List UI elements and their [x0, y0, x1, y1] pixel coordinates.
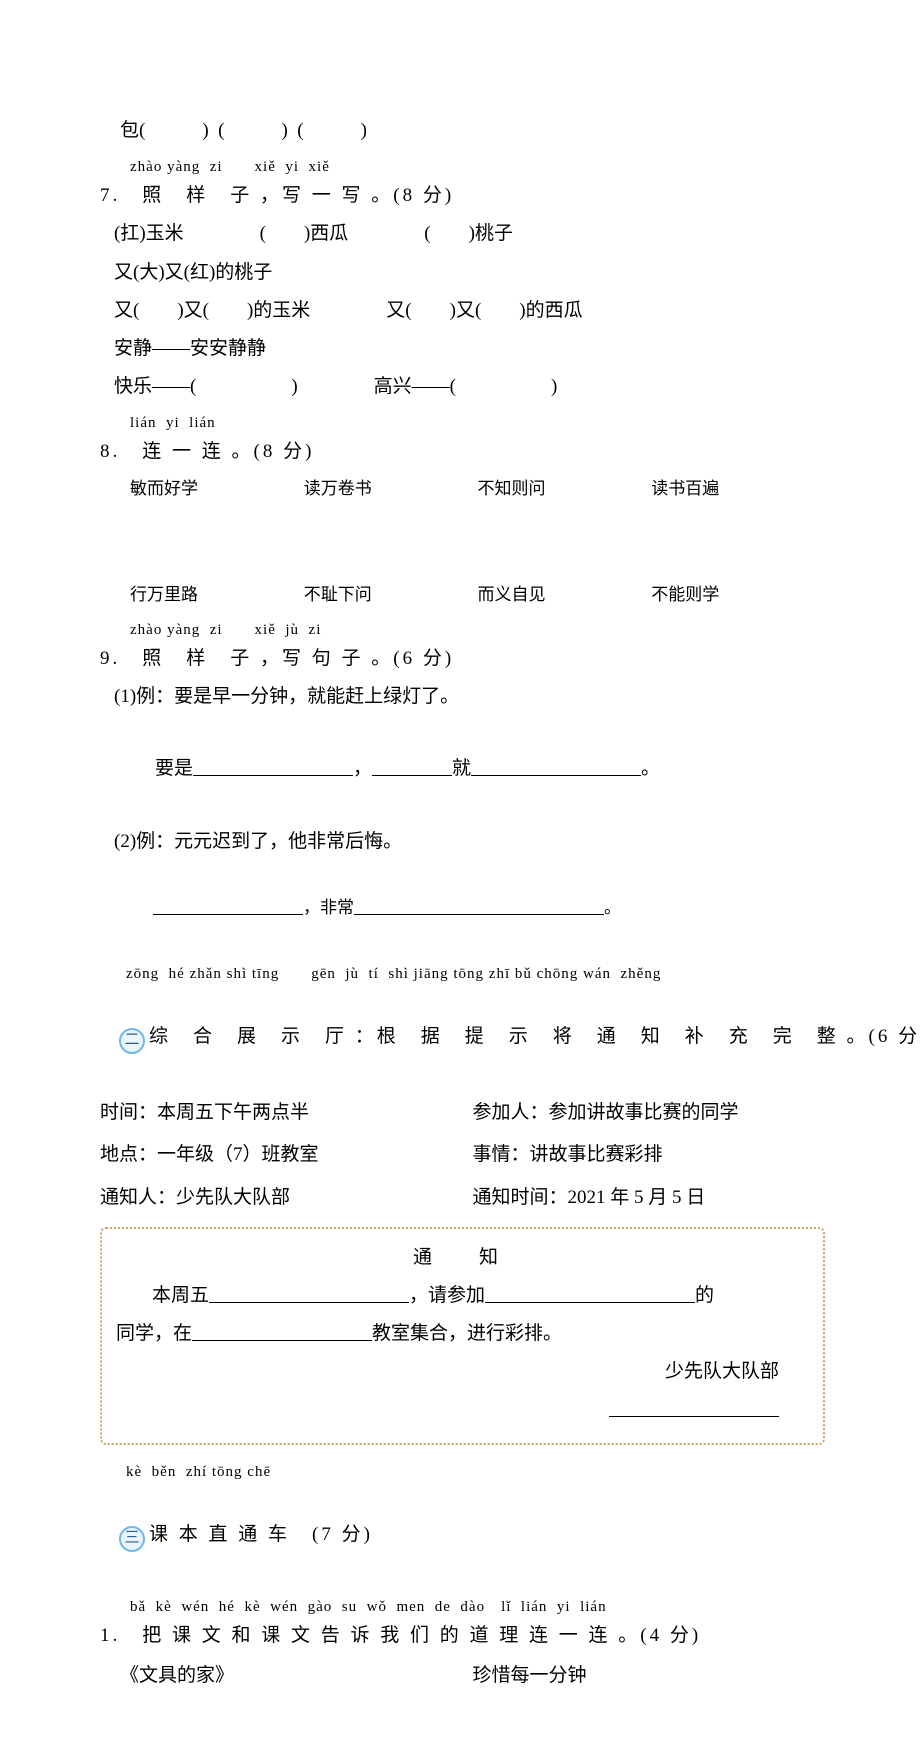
sec3-title-line: 三课 本 直 通 车 (7 分) — [100, 1484, 825, 1587]
q9-1-c: 就 — [452, 758, 471, 779]
q9-2-fill: ，非常 。 — [100, 863, 825, 955]
q8-top-row: 敏而好学 读万卷书 不知则问 读书百遍 — [100, 474, 825, 505]
q8-top-3: 不知则问 — [478, 474, 652, 505]
q8-gap — [100, 504, 825, 574]
q9-title: 9. 照 样 子 ，写 句 子 。(6 分) — [100, 642, 825, 676]
q7-ex5: 快乐——( ) 高兴——( ) — [100, 370, 825, 404]
blank[interactable] — [192, 1320, 372, 1341]
q8-pinyin: lián yi lián — [100, 410, 825, 437]
blank[interactable] — [209, 1282, 409, 1303]
q8-title: 8. 连 一 连 。(8 分) — [100, 435, 825, 469]
sec2-title-line: 二综 合 展 示 厅 ：根 据 提 示 将 通 知 补 充 完 整 。(6 分) — [100, 986, 825, 1089]
sec3-q1-right: 珍惜每一分钟 — [473, 1659, 826, 1693]
notice-line1: 本周五 ，请参加 的 — [116, 1277, 809, 1315]
sec2-pinyin: zōng hé zhǎn shì tīng gēn jù tí shì jiān… — [100, 961, 825, 988]
sec3-q1-pinyin: bǎ kè wén hé kè wén gào su wǒ men de dào… — [100, 1594, 825, 1621]
sec3-q1-row: 《文具的家》 珍惜每一分钟 — [100, 1659, 825, 1693]
blank[interactable] — [153, 897, 303, 916]
blank[interactable] — [354, 897, 604, 916]
q9-2-end: 。 — [604, 898, 621, 917]
info-by: 通知人：少先队大队部 — [100, 1181, 453, 1215]
notice-l1c: 的 — [695, 1285, 714, 1306]
q9-1-ex: (1)例：要是早一分钟，就能赶上绿灯了。 — [100, 680, 825, 714]
q8-top-2: 读万卷书 — [304, 474, 478, 505]
notice-box: 通 知 本周五 ，请参加 的 同学，在 教室集合，进行彩排。 少先队大队部 — [100, 1227, 825, 1445]
q7-ex4: 安静——安安静静 — [100, 332, 825, 366]
info-people: 参加人：参加讲故事比赛的同学 — [473, 1096, 826, 1130]
info-place: 地点：一年级（7）班教室 — [100, 1138, 453, 1172]
q8-top-1: 敏而好学 — [130, 474, 304, 505]
blank[interactable] — [609, 1396, 779, 1417]
fill-bao-line: 包( ) ( ) ( ) — [100, 114, 825, 148]
q8-bottom-row: 行万里路 不耻下问 而义自见 不能则学 — [100, 580, 825, 611]
info-time: 时间：本周五下午两点半 — [100, 1096, 453, 1130]
q9-2-ex: (2)例：元元迟到了，他非常后悔。 — [100, 825, 825, 859]
q9-1-b: ， — [353, 758, 372, 779]
info-when: 通知时间：2021 年 5 月 5 日 — [473, 1181, 826, 1215]
q9-1-d: 。 — [641, 758, 660, 779]
notice-date — [116, 1391, 809, 1429]
q8-bot-4: 不能则学 — [651, 580, 825, 611]
notice-line2: 同学，在 教室集合，进行彩排。 — [116, 1315, 809, 1353]
sec3-title: 课 本 直 通 车 (7 分) — [149, 1524, 373, 1545]
q9-1-a: 要是 — [155, 758, 193, 779]
q8-top-4: 读书百遍 — [651, 474, 825, 505]
sec3-pinyin: kè běn zhí tōng chē — [100, 1459, 825, 1486]
section-marker-2: 二 — [119, 1028, 145, 1054]
notice-sign: 少先队大队部 — [116, 1353, 809, 1391]
blank[interactable] — [471, 755, 641, 776]
q7-pinyin: zhào yàng zi xiě yi xiě — [100, 154, 825, 181]
notice-l1b: ，请参加 — [409, 1285, 485, 1306]
q7-title: 7. 照 样 子 ，写 一 写 。(8 分) — [100, 179, 825, 213]
info-matter: 事情：讲故事比赛彩排 — [473, 1138, 826, 1172]
blank[interactable] — [193, 755, 353, 776]
sec3-q1-left: 《文具的家》 — [120, 1659, 473, 1693]
q8-bot-2: 不耻下问 — [304, 580, 478, 611]
q7-ex3: 又( )又( )的玉米 又( )又( )的西瓜 — [100, 294, 825, 328]
notice-l2a: 同学，在 — [116, 1323, 192, 1344]
blank[interactable] — [485, 1282, 695, 1303]
q9-pinyin: zhào yàng zi xiě jù zi — [100, 617, 825, 644]
sec3-q1-title: 1. 把 课 文 和 课 文 告 诉 我 们 的 道 理 连 一 连 。(4 分… — [100, 1619, 825, 1653]
blank[interactable] — [372, 755, 452, 776]
q9-1-fill: 要是 ， 就 。 — [100, 718, 825, 821]
q8-bot-1: 行万里路 — [130, 580, 304, 611]
q9-2-mid: ，非常 — [303, 898, 354, 917]
notice-l1a: 本周五 — [152, 1285, 209, 1306]
notice-l2b: 教室集合，进行彩排。 — [372, 1323, 562, 1344]
section-marker-3: 三 — [119, 1526, 145, 1552]
notice-title: 通 知 — [116, 1239, 809, 1277]
sec2-title: 综 合 展 示 厅 ：根 据 提 示 将 通 知 补 充 完 整 。(6 分) — [149, 1026, 920, 1047]
q7-ex1: (扛)玉米 ( )西瓜 ( )桃子 — [100, 217, 825, 251]
sec2-info-grid: 时间：本周五下午两点半 参加人：参加讲故事比赛的同学 地点：一年级（7）班教室 … — [100, 1092, 825, 1219]
q7-ex2: 又(大)又(红)的桃子 — [100, 256, 825, 290]
q8-bot-3: 而义自见 — [478, 580, 652, 611]
